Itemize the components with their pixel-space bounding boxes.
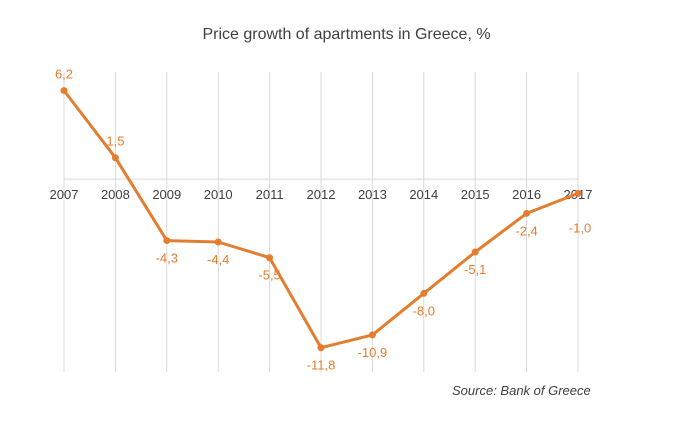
data-label: -1,0 <box>569 220 591 235</box>
data-point <box>574 189 582 197</box>
data-point <box>266 254 274 262</box>
data-point <box>111 154 119 162</box>
source-note: Source: Bank of Greece <box>452 383 591 398</box>
data-point <box>368 331 376 339</box>
data-point <box>214 238 222 246</box>
x-tick-labels: 2007 2008 2009 2010 2011 2012 2013 2014 2015 2016… <box>50 187 593 202</box>
data-label: 1,5 <box>106 134 124 149</box>
data-label: -5,1 <box>464 262 486 277</box>
data-label: -11,8 <box>307 358 336 373</box>
data-label: -2,4 <box>515 223 537 238</box>
x-tick-label: 2012 <box>307 187 336 202</box>
data-point <box>317 344 325 352</box>
gridlines <box>63 72 579 372</box>
data-point <box>163 237 171 245</box>
data-point <box>60 87 68 95</box>
data-label: 6,2 <box>55 67 73 82</box>
data-point <box>420 289 428 297</box>
data-label: -4,3 <box>156 251 178 266</box>
data-point <box>471 248 479 256</box>
data-label: -4,4 <box>207 252 229 267</box>
x-tick-label: 2011 <box>256 187 284 202</box>
x-tick-label: 2010 <box>204 187 233 202</box>
x-tick-label: 2016 <box>512 187 541 202</box>
x-tick-label: 2015 <box>461 187 490 202</box>
data-label: -10,9 <box>358 345 388 360</box>
chart-title: Price growth of apartments in Greece, % <box>202 26 491 43</box>
x-tick-label: 2009 <box>152 187 181 202</box>
data-label: -8,0 <box>413 303 435 318</box>
data-point <box>523 209 531 217</box>
data-label: -5,5 <box>258 268 280 283</box>
data-labels: 6,2 1,5 -4,3 -4,4 -5,5 -11,8 -10,9 -8,0 -5,1 -2,4… <box>55 67 591 373</box>
x-tick-label: 2013 <box>358 187 387 202</box>
x-tick-label: 2014 <box>409 187 438 202</box>
x-tick-label: 2008 <box>101 187 130 202</box>
x-tick-label: 2007 <box>50 187 79 202</box>
data-points <box>60 87 582 352</box>
